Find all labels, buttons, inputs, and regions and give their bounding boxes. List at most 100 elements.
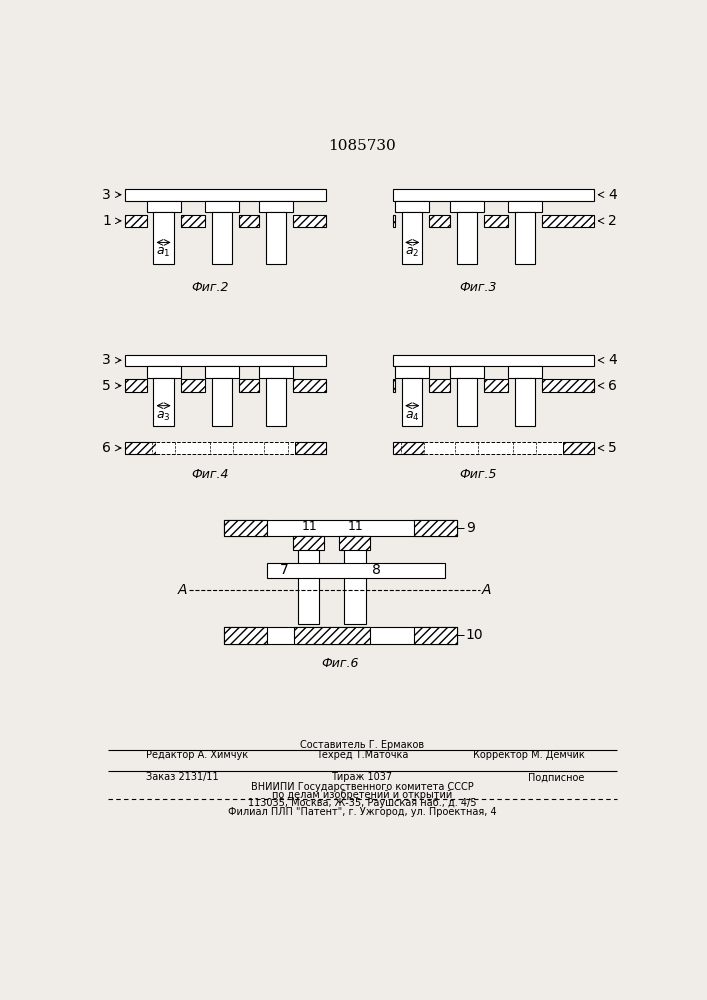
Text: Корректор М. Демчик: Корректор М. Демчик bbox=[472, 750, 585, 760]
Text: 11: 11 bbox=[301, 520, 317, 533]
Bar bbox=[293, 627, 370, 644]
Bar bbox=[414, 627, 457, 644]
Bar bbox=[395, 366, 429, 378]
Text: Фиг.3: Фиг.3 bbox=[460, 281, 497, 294]
Text: 3: 3 bbox=[102, 188, 111, 202]
Bar bbox=[266, 212, 286, 264]
Text: $a_3$: $a_3$ bbox=[156, 410, 171, 423]
Text: Фиг.6: Фиг.6 bbox=[322, 657, 359, 670]
Text: 11: 11 bbox=[348, 520, 363, 533]
Bar bbox=[224, 520, 267, 536]
Bar bbox=[224, 520, 457, 536]
Text: 4: 4 bbox=[609, 353, 617, 367]
Bar bbox=[296, 442, 327, 454]
Bar bbox=[180, 215, 204, 227]
Bar bbox=[259, 201, 293, 212]
Bar bbox=[125, 355, 327, 366]
Bar bbox=[508, 366, 542, 378]
Bar bbox=[542, 215, 595, 227]
Text: $a_1$: $a_1$ bbox=[156, 246, 171, 259]
Bar bbox=[339, 536, 370, 550]
Text: $a_4$: $a_4$ bbox=[405, 410, 420, 423]
Bar bbox=[125, 442, 156, 454]
Text: A: A bbox=[177, 583, 187, 597]
Text: 7: 7 bbox=[279, 563, 288, 577]
Text: 2: 2 bbox=[609, 214, 617, 228]
Text: A: A bbox=[481, 583, 491, 597]
Text: 5: 5 bbox=[102, 379, 111, 393]
Text: 9: 9 bbox=[466, 521, 474, 535]
Bar bbox=[414, 520, 457, 536]
Text: Заказ 2131/11: Заказ 2131/11 bbox=[146, 772, 219, 782]
Bar bbox=[293, 379, 327, 392]
Bar bbox=[515, 212, 534, 264]
Bar bbox=[563, 442, 595, 454]
Bar bbox=[211, 212, 232, 264]
Bar bbox=[153, 378, 174, 426]
Text: 5: 5 bbox=[609, 441, 617, 455]
Text: ВНИИПИ Государственного комитета СССР: ВНИИПИ Государственного комитета СССР bbox=[250, 782, 473, 792]
Bar bbox=[484, 379, 508, 392]
Bar bbox=[266, 378, 286, 426]
Text: Фиг.2: Фиг.2 bbox=[192, 281, 229, 294]
Text: Техред Т.Маточка: Техред Т.Маточка bbox=[316, 750, 408, 760]
Bar bbox=[429, 215, 450, 227]
Bar bbox=[259, 366, 293, 378]
Bar bbox=[402, 378, 422, 426]
Bar bbox=[393, 189, 595, 201]
Bar bbox=[267, 563, 445, 578]
Text: Составитель Г. Ермаков: Составитель Г. Ермаков bbox=[300, 740, 424, 750]
Bar bbox=[508, 201, 542, 212]
Text: 1085730: 1085730 bbox=[328, 139, 396, 153]
Bar bbox=[224, 627, 267, 644]
Text: Редактор А. Химчук: Редактор А. Химчук bbox=[146, 750, 249, 760]
Bar bbox=[125, 379, 146, 392]
Bar bbox=[457, 378, 477, 426]
Bar bbox=[153, 212, 174, 264]
Bar bbox=[224, 627, 457, 644]
Bar bbox=[239, 379, 259, 392]
Bar bbox=[457, 212, 477, 264]
Bar bbox=[424, 442, 563, 454]
Bar bbox=[156, 442, 296, 454]
Bar bbox=[344, 536, 366, 624]
Bar bbox=[393, 355, 595, 366]
Bar bbox=[204, 201, 239, 212]
Bar bbox=[146, 201, 180, 212]
Bar bbox=[298, 536, 320, 624]
Bar bbox=[393, 442, 424, 454]
Bar bbox=[542, 379, 595, 392]
Bar bbox=[146, 366, 180, 378]
Bar bbox=[393, 379, 395, 392]
Bar bbox=[402, 212, 422, 264]
Text: $a_2$: $a_2$ bbox=[405, 246, 419, 259]
Text: 6: 6 bbox=[102, 441, 111, 455]
Text: Тираж 1037: Тираж 1037 bbox=[332, 772, 392, 782]
Bar bbox=[395, 201, 429, 212]
Bar bbox=[393, 215, 395, 227]
Bar bbox=[450, 201, 484, 212]
Text: Фиг.4: Фиг.4 bbox=[192, 468, 229, 481]
Bar bbox=[515, 378, 534, 426]
Text: Фиг.5: Фиг.5 bbox=[460, 468, 497, 481]
Bar bbox=[125, 189, 327, 201]
Text: 3: 3 bbox=[102, 353, 111, 367]
Text: Филиал ПЛП "Патент", г. Ужгород, ул. Проектная, 4: Филиал ПЛП "Патент", г. Ужгород, ул. Про… bbox=[228, 807, 496, 817]
Text: 113035, Москва, Ж-35, Раушская наб., д. 4/5: 113035, Москва, Ж-35, Раушская наб., д. … bbox=[247, 798, 477, 808]
Bar bbox=[180, 379, 204, 392]
Text: 4: 4 bbox=[609, 188, 617, 202]
Text: 10: 10 bbox=[466, 628, 484, 642]
Bar bbox=[484, 215, 508, 227]
Bar bbox=[450, 366, 484, 378]
Text: 8: 8 bbox=[372, 563, 381, 577]
Text: 1: 1 bbox=[102, 214, 111, 228]
Bar bbox=[429, 379, 450, 392]
Bar bbox=[293, 536, 324, 550]
Bar bbox=[211, 378, 232, 426]
Bar bbox=[125, 215, 146, 227]
Bar bbox=[293, 215, 327, 227]
Text: 6: 6 bbox=[609, 379, 617, 393]
Bar bbox=[239, 215, 259, 227]
Bar bbox=[204, 366, 239, 378]
Text: по делам изобретений и открытий: по делам изобретений и открытий bbox=[271, 790, 452, 800]
